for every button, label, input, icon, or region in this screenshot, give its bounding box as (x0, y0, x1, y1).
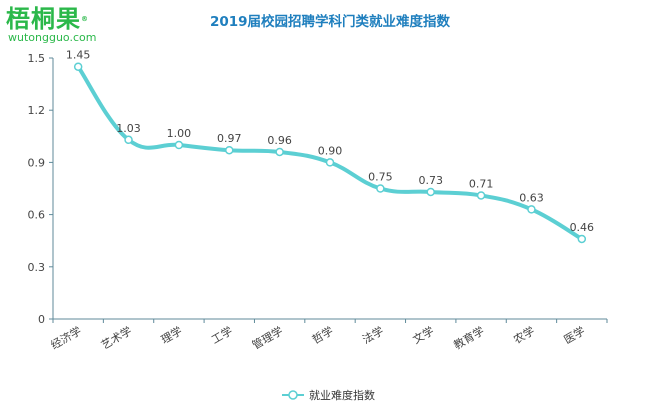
data-point (275, 147, 284, 157)
chart-title: 2019届校园招聘学科门类就业难度指数 (209, 14, 451, 30)
y-tick-label: 1.2 (28, 104, 46, 117)
legend-marker-icon (282, 390, 304, 400)
y-tick-label: 0.9 (28, 156, 46, 169)
x-tick-label: 工学 (209, 323, 235, 346)
brand-logo: 梧桐果® wutongguo.com (6, 6, 96, 44)
data-point (124, 135, 133, 145)
x-tick-label: 教育学 (451, 323, 487, 352)
logo-registered-mark: ® (81, 15, 89, 23)
data-point (225, 145, 234, 155)
chart-data-labels: 1.45 1.03 1.00 0.97 0.96 0.90 0.75 0.73 0.71 0.63… (66, 49, 594, 234)
data-point (73, 62, 83, 71)
y-tick-label: 0 (38, 313, 45, 326)
data-point (577, 234, 587, 244)
data-point (426, 187, 435, 197)
y-tick-label: 0.3 (28, 261, 46, 274)
logo-url: wutongguo.com (8, 31, 97, 44)
x-tick-label: 哲学 (309, 323, 335, 346)
data-label: 0.75 (368, 171, 393, 184)
x-tick-label: 文学 (410, 323, 436, 346)
data-point (527, 205, 536, 214)
data-label: 1.00 (167, 127, 192, 140)
logo-text: 梧桐果® (6, 6, 96, 32)
legend-label: 就业难度指数 (309, 389, 375, 402)
logo-name: 梧桐果 (6, 5, 81, 33)
y-tick-label: 1.5 (28, 52, 46, 65)
x-tick-label: 理学 (158, 323, 184, 346)
chart-legend[interactable]: 就业难度指数 (282, 387, 375, 403)
chart-series (73, 62, 587, 244)
x-tick-label: 管理学 (250, 323, 286, 352)
data-label: 0.97 (217, 132, 242, 145)
data-point (325, 158, 335, 167)
data-label: 0.90 (318, 144, 343, 157)
data-label: 1.45 (66, 49, 91, 62)
data-point (174, 140, 184, 150)
x-tick-label: 医学 (561, 323, 587, 346)
data-label: 0.73 (418, 174, 443, 187)
data-label: 0.96 (267, 134, 292, 147)
data-label: 1.03 (116, 122, 141, 135)
x-tick-label: 经济学 (48, 323, 84, 352)
x-tick-label: 法学 (360, 323, 386, 346)
data-label: 0.46 (570, 221, 595, 234)
data-label: 0.63 (519, 191, 544, 204)
data-point (376, 184, 385, 193)
x-tick-label: 艺术学 (98, 323, 134, 352)
y-tick-label: 0.6 (28, 209, 46, 222)
x-tick-label: 农学 (511, 323, 537, 346)
data-point (476, 191, 486, 200)
data-label: 0.71 (469, 177, 494, 190)
